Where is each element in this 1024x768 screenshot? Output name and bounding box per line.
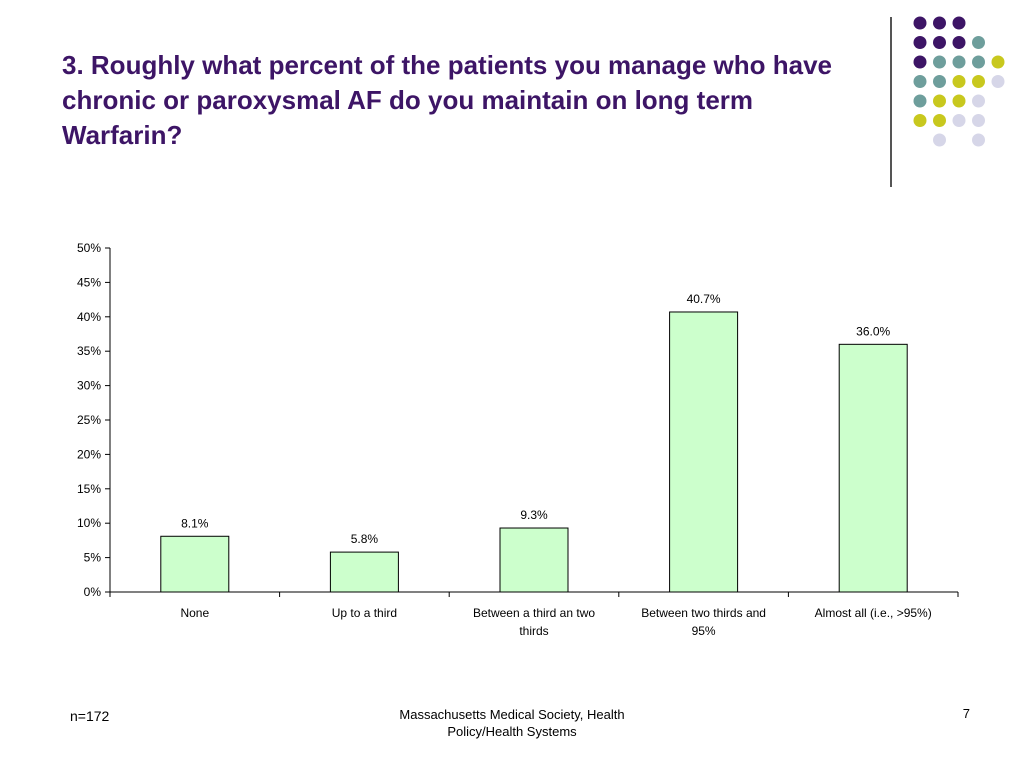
logo-dot xyxy=(913,94,927,108)
y-tick-label: 5% xyxy=(84,551,102,565)
logo-dot xyxy=(991,55,1005,69)
logo-dot xyxy=(913,36,927,49)
logo-dot xyxy=(952,94,966,108)
y-tick-label: 50% xyxy=(77,241,101,255)
logo-dot xyxy=(952,36,966,49)
page-number: 7 xyxy=(962,706,970,721)
logo-dot xyxy=(991,75,1005,88)
bar xyxy=(499,527,569,593)
x-category-label: Between a third an two thirds xyxy=(473,606,595,638)
x-category-label: Almost all (i.e., >95%) xyxy=(815,606,932,620)
y-tick-label: 30% xyxy=(77,379,101,393)
bar xyxy=(329,551,399,593)
logo-dot xyxy=(913,16,927,30)
data-label: 40.7% xyxy=(687,292,721,306)
logo-dot xyxy=(952,114,966,127)
logo-dot xyxy=(952,55,966,69)
slide-title: 3. Roughly what percent of the patients … xyxy=(62,50,833,150)
bar-chart-svg: 0% 5% 10% 15% 20% 25% 30% 35% 40% 45% 50% 8.1% None 5… xyxy=(77,241,959,638)
logo-dot xyxy=(952,75,966,88)
bar xyxy=(838,343,908,593)
data-label: 8.1% xyxy=(181,516,209,530)
y-tick-label: 0% xyxy=(84,585,102,599)
y-tick-label: 15% xyxy=(77,482,101,496)
logo-dot xyxy=(933,94,946,108)
x-category-label: None xyxy=(180,606,209,620)
logo-dot xyxy=(972,75,985,88)
dot-grid-logo xyxy=(913,16,1005,147)
logo-dot xyxy=(972,55,985,69)
bar xyxy=(160,535,230,593)
source-footer: Massachusetts Medical Society, Health Po… xyxy=(399,707,625,739)
logo-dot xyxy=(933,75,946,88)
logo-dot xyxy=(913,75,927,88)
y-tick-label: 10% xyxy=(77,516,101,530)
y-tick-label: 40% xyxy=(77,310,101,324)
logo-dot xyxy=(933,133,946,147)
x-category-label: Between two thirds and 95% xyxy=(641,606,766,638)
title-divider-line xyxy=(890,17,892,187)
logo-dot xyxy=(972,36,985,49)
data-label: 5.8% xyxy=(351,532,379,546)
logo-dot xyxy=(933,55,946,69)
logo-dot xyxy=(933,16,946,30)
x-category-label: Up to a third xyxy=(332,606,397,620)
logo-dot xyxy=(933,114,946,127)
bar-chart: 0% 5% 10% 15% 20% 25% 30% 35% 40% 45% 50% 8.1% None 5… xyxy=(0,230,1024,650)
sample-size-label: n=172 xyxy=(70,708,110,724)
logo-dot xyxy=(933,36,946,49)
y-tick-label: 45% xyxy=(77,275,101,289)
data-label: 9.3% xyxy=(520,508,548,522)
logo-dot xyxy=(972,94,985,108)
y-tick-label: 25% xyxy=(77,413,101,427)
y-tick-label: 20% xyxy=(77,447,101,461)
bar xyxy=(669,311,739,593)
data-label: 36.0% xyxy=(856,324,890,338)
y-tick-label: 35% xyxy=(77,344,101,358)
logo-dot xyxy=(952,16,966,30)
logo-dot xyxy=(913,114,927,127)
logo-dot xyxy=(972,133,985,147)
logo-dot xyxy=(972,114,985,127)
logo-dot xyxy=(913,55,927,69)
